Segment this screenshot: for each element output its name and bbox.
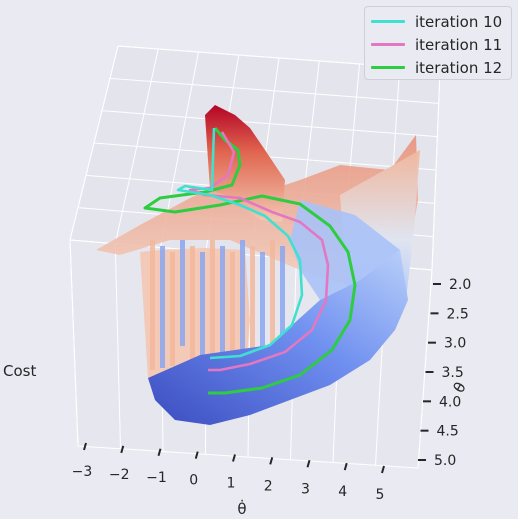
legend-swatch — [371, 66, 405, 69]
y-tick-label: 4.0 — [439, 394, 461, 410]
x-tick-mark — [269, 457, 274, 465]
cost-surface — [96, 105, 420, 425]
z-axis-label: Cost — [3, 362, 36, 380]
trajectories — [143, 127, 357, 395]
x-tick-mark — [83, 442, 87, 451]
legend: iteration 10 iteration 11 iteration 12 — [364, 6, 512, 80]
x-tick-mark — [343, 462, 348, 471]
x-tick-label: −3 — [72, 464, 93, 480]
x-tick-label: −2 — [109, 467, 130, 483]
y-tick-label: 4.5 — [437, 424, 459, 440]
x-tick-mark — [157, 448, 162, 457]
legend-item-iteration-10: iteration 10 — [371, 10, 505, 33]
trajectory-iteration-11 — [188, 131, 330, 372]
y-axis: 2.0 2.5 3.0 3.5 4.0 4.5 5.0 — [418, 277, 471, 469]
x-tick-label: 5 — [376, 487, 385, 503]
x-tick-label: −1 — [146, 470, 167, 486]
x-tick-mark — [306, 459, 311, 468]
y-tick-label: 3.0 — [444, 336, 466, 352]
legend-label: iteration 12 — [415, 58, 503, 77]
x-tick-mark — [194, 451, 199, 459]
y-tick-label: 2.5 — [447, 306, 469, 322]
x-tick-mark — [381, 465, 385, 474]
x-tick-mark — [232, 454, 236, 462]
x-tick-mark — [120, 445, 125, 454]
x-tick-label: 1 — [227, 476, 236, 492]
legend-item-iteration-11: iteration 11 — [371, 33, 505, 56]
x-tick-label: 3 — [301, 481, 310, 497]
legend-label: iteration 11 — [415, 35, 503, 54]
x-tick-label: 2 — [264, 478, 273, 494]
y-tick-label: 3.5 — [442, 365, 464, 381]
x-axis: −3 −2 −1 0 1 2 3 4 5 — [72, 442, 385, 503]
x-tick-label: 4 — [338, 484, 347, 500]
legend-swatch — [371, 20, 405, 23]
trajectory-iteration-12 — [143, 127, 357, 395]
x-axis-label: θ̇ — [237, 499, 246, 518]
y-tick-label: 2.0 — [449, 277, 471, 293]
y-tick-label: 5.0 — [434, 453, 456, 469]
trajectory-iteration-10 — [176, 127, 304, 360]
legend-label: iteration 10 — [415, 12, 503, 31]
legend-item-iteration-12: iteration 12 — [371, 56, 505, 79]
legend-swatch — [371, 43, 405, 46]
x-tick-label: 0 — [189, 473, 198, 489]
